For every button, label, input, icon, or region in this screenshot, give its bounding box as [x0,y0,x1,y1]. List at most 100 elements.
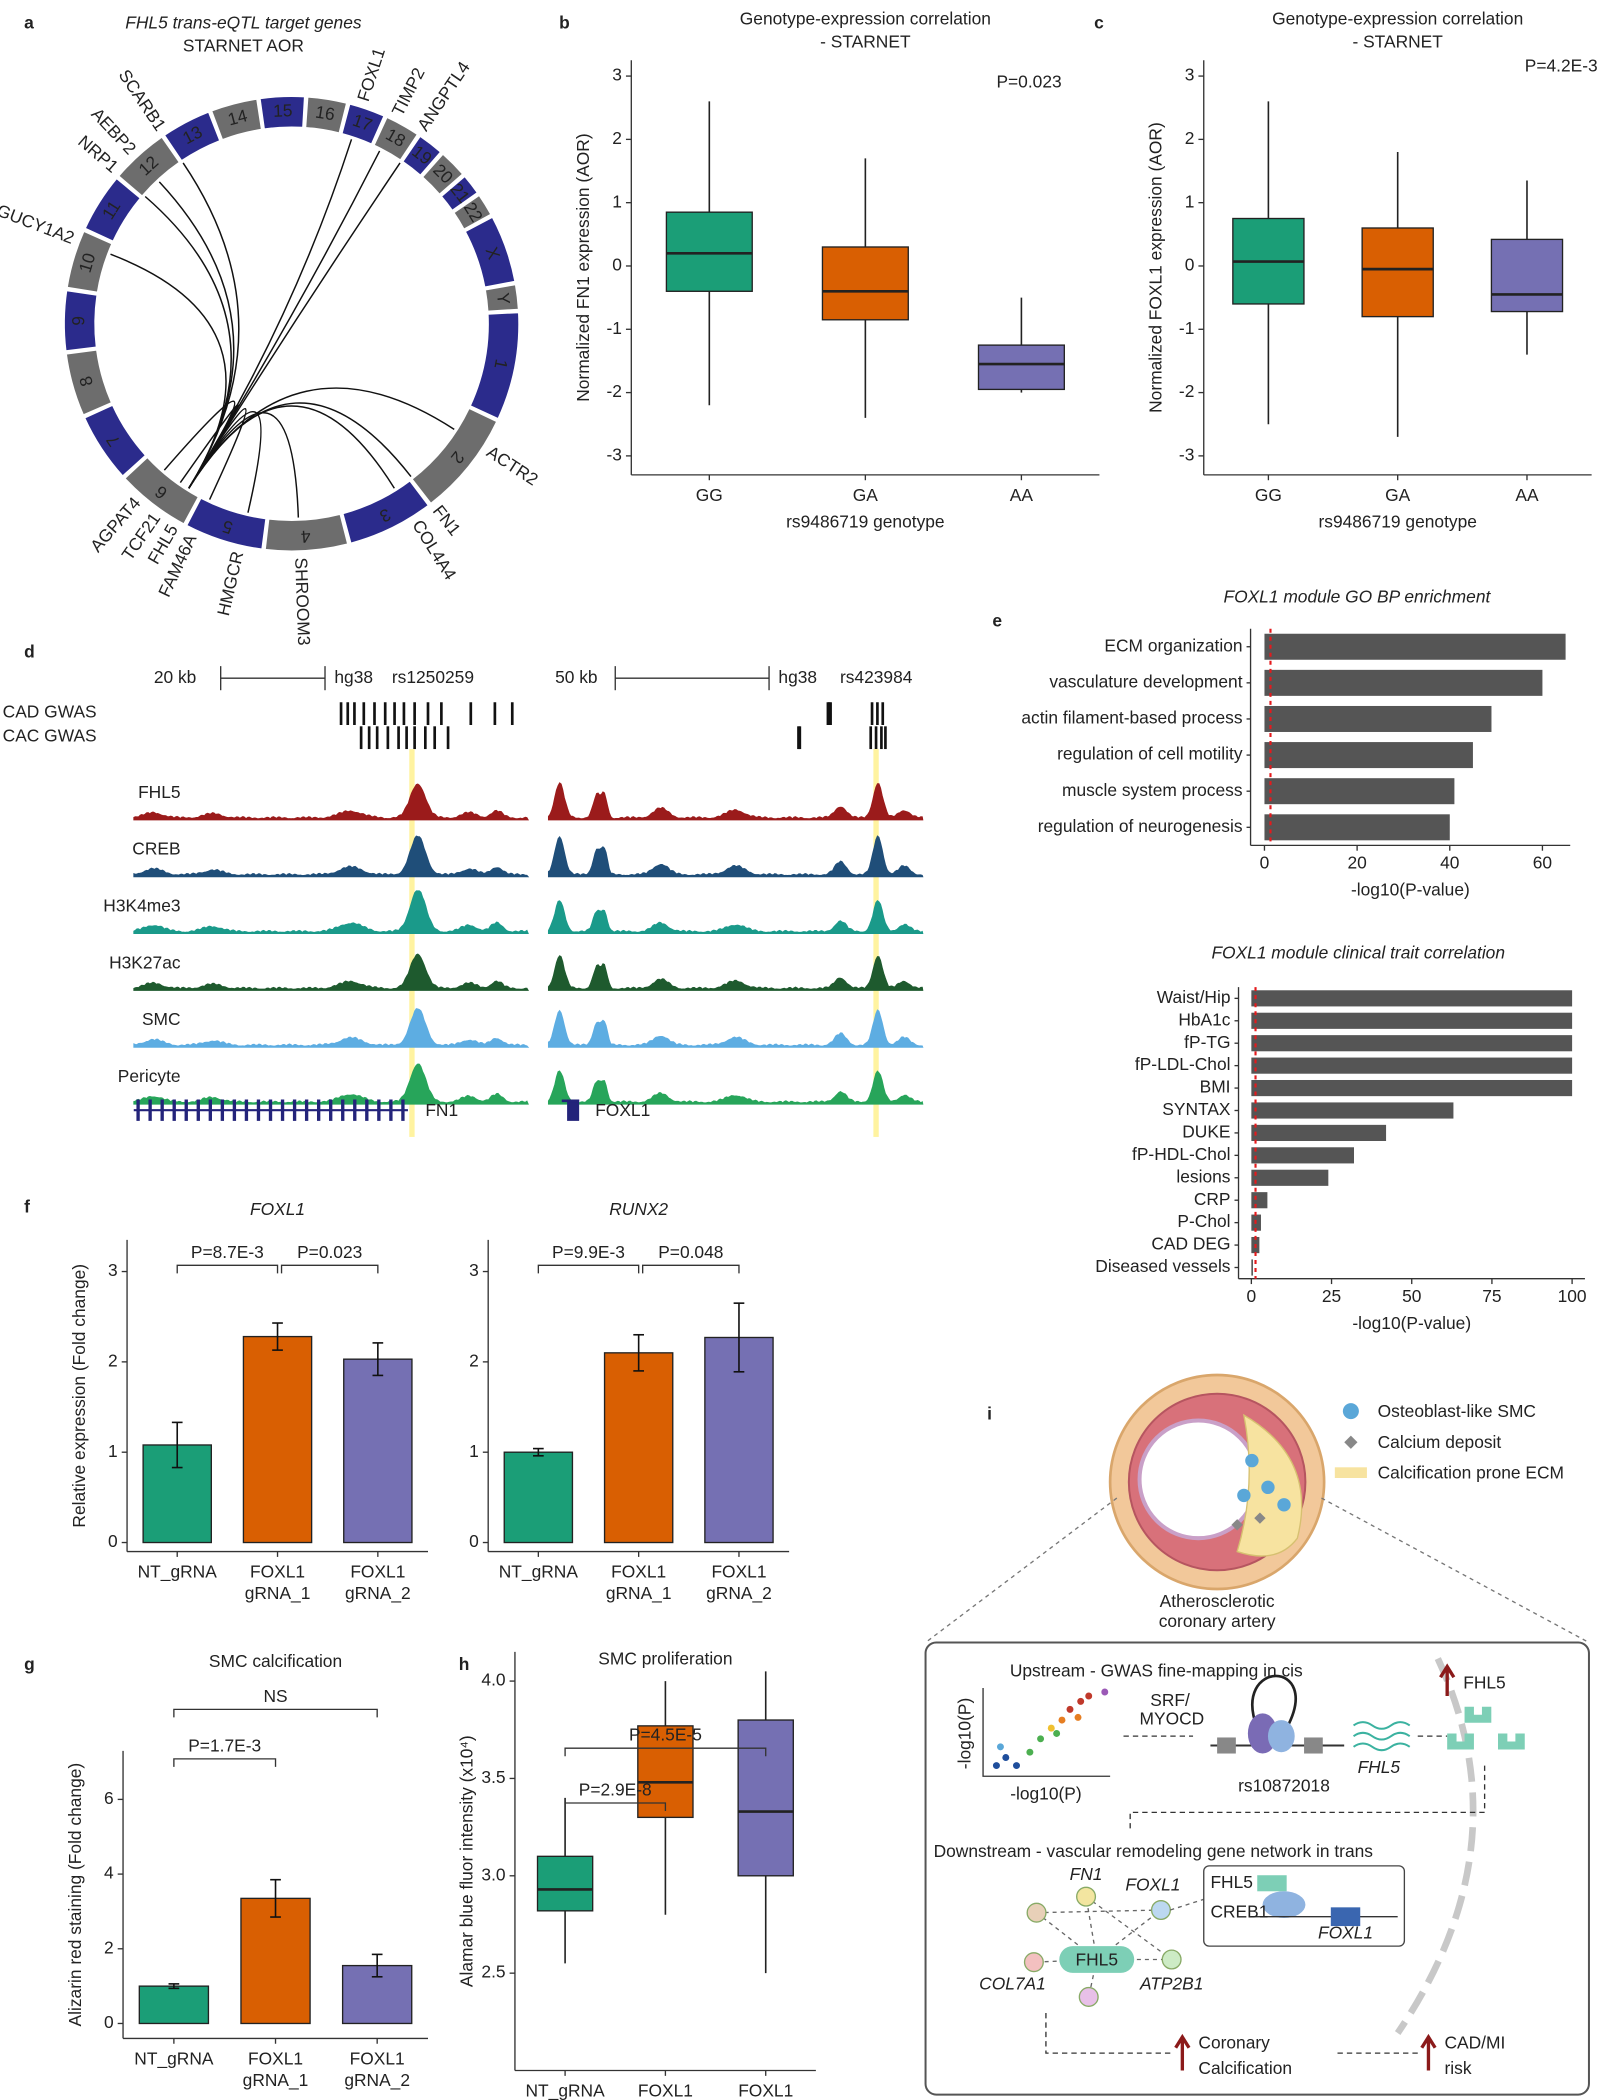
node-label: FHL5 [1076,1949,1119,1969]
x-tick-label: 100 [1558,1286,1587,1306]
annotation: P=1.7E-3 [188,1735,261,1755]
track-label: FHL5 [138,782,181,802]
exon [316,1099,321,1121]
y-tick-label: 3.5 [481,1767,505,1787]
snp-label: rs10872018 [1238,1776,1330,1796]
category-label: Diseased vessels [1095,1256,1231,1276]
y-axis-label: Alamar blue fluor intensity (x10⁴) [457,1735,477,1987]
significance-bracket [173,1758,277,1767]
x-axis-label: -log10(P-value) [1352,1313,1471,1333]
bar [1251,990,1573,1007]
category-label: Waist/Hip [1157,987,1231,1007]
bar [242,1335,313,1544]
track-label: H3K4me3 [103,895,180,915]
inset-label: FOXL1 [1318,1923,1373,1943]
y-tick-label: 2 [1185,128,1195,148]
dna-box [1217,1737,1236,1754]
transcript [1352,1731,1411,1741]
legend-text: Calcification prone ECM [1378,1463,1564,1483]
y-tick-label: 4.0 [481,1670,505,1690]
y-tick-label: 2.5 [481,1962,505,1982]
y-tick-label: 3 [612,65,622,85]
tf-label: MYOCD [1140,1709,1205,1729]
x-tick-label: AA [1515,485,1539,505]
exon [208,1099,212,1121]
category-label: actin filament-based process [1021,708,1242,728]
chromosome [304,96,348,134]
mini-point [1013,1762,1020,1770]
panel-label: c [1094,13,1104,33]
trans-link [188,150,381,489]
network-node [1150,1899,1171,1921]
error-bar [270,1878,281,1918]
signal-track [133,783,529,821]
error-bar [532,1447,544,1457]
up-arrow [1174,2033,1191,2071]
snp-highlight [873,749,879,1137]
connector [925,1497,1118,1644]
bar [1264,814,1450,841]
chromosome [84,177,142,243]
mini-point [1074,1713,1082,1721]
chromosome [117,136,181,197]
x-axis-label: rs9486719 genotype [1318,512,1476,532]
network-node [1023,1952,1044,1973]
error-bar [633,1333,645,1372]
smc-cell [1277,1498,1291,1512]
exon [172,1099,176,1121]
outcome-label: Calcification [1198,2058,1292,2078]
exon [232,1099,237,1121]
x-tick-label: FOXL1 [350,1562,405,1582]
y-tick-label: 1 [1185,191,1195,211]
mini-point [1058,1716,1066,1724]
chart-title: SMC proliferation [598,1648,732,1668]
y-tick-label: 3 [1185,65,1195,85]
protein [1267,1720,1295,1753]
artery-label: Atherosclerotic [1160,1591,1275,1611]
node-label: ATP2B1 [1139,1974,1203,1994]
node-label: COL7A1 [979,1974,1046,1994]
network-edge [1096,1909,1162,1961]
y-tick-label: -3 [1179,444,1194,464]
transcript [1352,1721,1411,1730]
smc-cell [1261,1480,1275,1495]
chromosome [341,103,385,145]
signal-track [547,955,924,991]
chart-title: - STARNET [1352,31,1443,51]
bar [1251,1035,1573,1052]
node-label: FOXL1 [1125,1875,1180,1895]
inset-label: FHL5 [1210,1872,1253,1892]
chart-title: - STARNET [820,31,911,51]
arrow [1129,1765,1486,1833]
bar [1251,1259,1253,1276]
box [665,211,753,292]
chromosome [452,194,492,231]
gene-label: SHROOM3 [291,557,314,646]
mini-axis-label: -log10(P) [1010,1784,1081,1804]
box [1361,227,1434,318]
mini-point [1085,1692,1093,1700]
y-tick-label: 1 [469,1441,479,1461]
assembly: hg38 [334,667,373,687]
x-tick-label: 0 [1247,1286,1257,1306]
inset-protein [1262,1891,1306,1919]
legend-icon [1334,1467,1367,1478]
category-label: CRP [1194,1189,1231,1209]
artery-label: coronary artery [1159,1611,1276,1631]
chromosome [342,479,430,545]
chart-title: SMC calcification [209,1651,342,1671]
arrow [1045,2012,1175,2054]
panel-label: d [24,641,35,661]
bar [1264,742,1473,769]
membrane [1394,1657,1477,2035]
exon [136,1099,140,1121]
box [821,246,909,321]
exon [184,1099,188,1121]
calcium [1231,1519,1243,1531]
mini-point [1077,1697,1085,1705]
chromosome [484,283,520,313]
chromosome-label: 1 [490,358,511,371]
y-tick-label: 2 [104,1937,114,1957]
chromosome [401,135,442,177]
trans-link [188,408,247,500]
